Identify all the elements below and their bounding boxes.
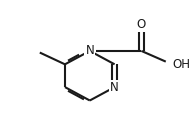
Text: N: N bbox=[85, 44, 94, 57]
Text: OH: OH bbox=[172, 58, 190, 71]
Text: O: O bbox=[137, 18, 146, 31]
Text: N: N bbox=[110, 81, 119, 94]
